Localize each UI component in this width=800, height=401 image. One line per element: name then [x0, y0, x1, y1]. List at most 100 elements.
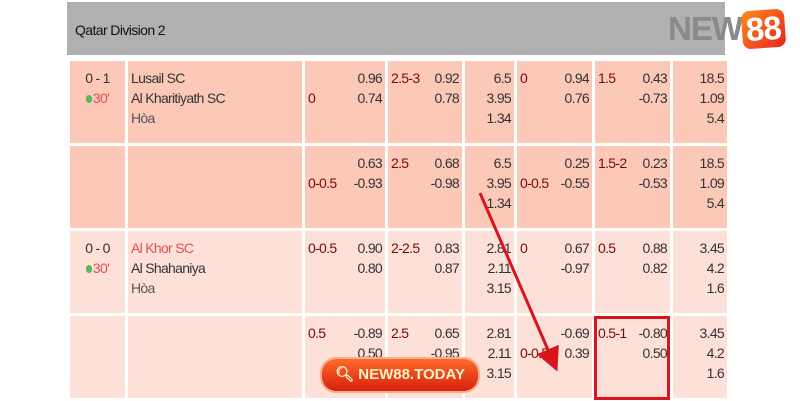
handicap-odds[interactable]: 0.80: [357, 260, 383, 276]
first-half-1x2-odds[interactable]: 5.4: [706, 110, 725, 126]
first-half-over-under-odds[interactable]: -0.80: [638, 325, 668, 341]
1x2-odds[interactable]: 3.95: [486, 90, 512, 106]
over-under-odds[interactable]: 0.65: [434, 325, 460, 341]
first-half-1x2-odds[interactable]: 4.2: [706, 260, 725, 276]
first-half-handicap-odds[interactable]: 0.25: [564, 155, 590, 171]
first-half-over-under-line: 1.5: [598, 70, 616, 86]
first-half-1x2-odds[interactable]: 1.6: [706, 365, 725, 381]
over-under-cell[interactable]: 2-2.5 0.83 0.87: [385, 228, 465, 316]
over-under-odds[interactable]: -0.98: [430, 175, 460, 191]
first-half-handicap-odds[interactable]: -0.55: [560, 175, 590, 191]
over-under-odds[interactable]: 0.92: [434, 70, 460, 86]
1x2-odds[interactable]: 2.11: [487, 260, 512, 276]
handicap-odds[interactable]: 0.74: [357, 90, 383, 106]
first-half-1x2-cell[interactable]: 3.45 4.2 1.6: [670, 313, 730, 401]
first-half-1x2-odds[interactable]: 18.5: [699, 70, 725, 86]
first-half-over-under-odds[interactable]: 0.82: [642, 260, 668, 276]
1x2-odds[interactable]: 1.34: [486, 110, 512, 126]
match-minute: 30': [92, 90, 110, 106]
1x2-odds[interactable]: 1.34: [486, 195, 512, 211]
score: 0 - 0: [85, 240, 110, 256]
handicap-line: 0-0.5: [308, 240, 337, 256]
match-minute: 30': [92, 260, 110, 276]
over-under-cell[interactable]: 2.5-3 0.92 0.78: [385, 58, 465, 146]
handicap-cell[interactable]: 0-0.5 0.63 -0.93: [302, 143, 388, 231]
away-team[interactable]: Al Shahaniya: [131, 260, 206, 276]
first-half-handicap-odds[interactable]: 0.94: [564, 70, 590, 86]
empty-cell: [67, 143, 128, 231]
score-cell: 0 - 1 30': [67, 58, 128, 146]
first-half-over-under-cell[interactable]: 1.5 0.43 -0.73: [592, 58, 673, 146]
first-half-handicap-cell[interactable]: 0-0.5 0.25 -0.55: [514, 143, 595, 231]
1x2-odds[interactable]: 3.15: [486, 365, 512, 381]
first-half-over-under-odds[interactable]: 0.23: [642, 155, 668, 171]
over-under-odds[interactable]: 0.68: [434, 155, 460, 171]
first-half-handicap-odds[interactable]: -0.97: [560, 260, 590, 276]
handicap-cell[interactable]: 0 0.96 0.74: [302, 58, 388, 146]
handicap-line: 0-0.5: [308, 175, 337, 191]
home-team[interactable]: Al Khor SC: [131, 240, 194, 256]
match-row: 0 - 0 30' Al Khor SC Al Shahaniya Hòa 0-0.5 0…: [67, 228, 730, 316]
first-half-1x2-odds[interactable]: 1.09: [699, 90, 725, 106]
handicap-odds[interactable]: 0.96: [357, 70, 383, 86]
handicap-odds[interactable]: 0.63: [357, 155, 383, 171]
away-team[interactable]: Al Kharitiyath SC: [131, 90, 226, 106]
first-half-handicap-cell[interactable]: 0 0.94 0.76: [514, 58, 595, 146]
first-half-over-under-cell[interactable]: 1.5-2 0.23 -0.53: [592, 143, 673, 231]
handicap-odds[interactable]: 0.50: [357, 345, 383, 361]
over-under-line: 2.5: [391, 155, 409, 171]
first-half-handicap-odds[interactable]: -0.69: [560, 325, 590, 341]
draw-label: Hòa: [131, 110, 155, 126]
handicap-odds[interactable]: -0.93: [353, 175, 383, 191]
first-half-over-under-line: 0.5: [598, 240, 616, 256]
first-half-handicap-line: 0: [520, 240, 528, 256]
first-half-1x2-cell[interactable]: 3.45 4.2 1.6: [670, 228, 730, 316]
site-badge[interactable]: 🔍︎ NEW88.TODAY: [322, 359, 478, 391]
live-icon: [85, 265, 92, 273]
first-half-handicap-odds[interactable]: 0.39: [564, 345, 590, 361]
handicap-odds[interactable]: 0.90: [357, 240, 383, 256]
first-half-over-under-cell[interactable]: 0.5 0.88 0.82: [592, 228, 673, 316]
1x2-odds[interactable]: 2.81: [486, 325, 512, 341]
teams-cell: Al Khor SC Al Shahaniya Hòa: [125, 228, 305, 316]
highlight-box: [594, 316, 670, 400]
handicap-line: 0.5: [308, 325, 326, 341]
first-half-1x2-odds[interactable]: 3.45: [699, 240, 725, 256]
first-half-over-under-odds[interactable]: -0.73: [638, 90, 668, 106]
handicap-odds[interactable]: -0.89: [353, 325, 383, 341]
1x2-cell[interactable]: 6.5 3.95 1.34: [462, 58, 517, 146]
over-under-line: 2.5: [391, 325, 409, 341]
first-half-1x2-odds[interactable]: 4.2: [706, 345, 725, 361]
handicap-cell[interactable]: 0-0.5 0.90 0.80: [302, 228, 388, 316]
first-half-over-under-odds[interactable]: -0.53: [638, 175, 668, 191]
over-under-odds[interactable]: 0.83: [434, 240, 460, 256]
first-half-handicap-odds[interactable]: 0.67: [564, 240, 590, 256]
first-half-handicap-cell[interactable]: 0-0.5 -0.69 0.39: [514, 313, 595, 401]
over-under-odds[interactable]: -0.95: [430, 345, 460, 361]
over-under-cell[interactable]: 2.5 0.68 -0.98: [385, 143, 465, 231]
first-half-over-under-odds[interactable]: 0.50: [642, 345, 668, 361]
first-half-1x2-cell[interactable]: 18.5 1.09 5.4: [670, 143, 730, 231]
first-half-handicap-odds[interactable]: 0.76: [564, 90, 590, 106]
over-under-odds[interactable]: 0.78: [434, 90, 460, 106]
over-under-line: 2-2.5: [391, 240, 420, 256]
first-half-1x2-odds[interactable]: 18.5: [699, 155, 725, 171]
first-half-over-under-odds[interactable]: 0.88: [642, 240, 668, 256]
first-half-1x2-odds[interactable]: 1.09: [699, 175, 725, 191]
first-half-1x2-cell[interactable]: 18.5 1.09 5.4: [670, 58, 730, 146]
1x2-odds[interactable]: 2.11: [487, 345, 512, 361]
first-half-handicap-cell[interactable]: 0 0.67 -0.97: [514, 228, 595, 316]
home-team[interactable]: Lusail SC: [131, 70, 185, 86]
over-under-odds[interactable]: 0.87: [434, 260, 460, 276]
1x2-odds[interactable]: 3.15: [486, 280, 512, 296]
1x2-odds[interactable]: 6.5: [493, 70, 512, 86]
first-half-over-under-line: 1.5-2: [598, 155, 627, 171]
first-half-1x2-odds[interactable]: 1.6: [706, 280, 725, 296]
first-half-over-under-odds[interactable]: 0.43: [642, 70, 668, 86]
1x2-odds[interactable]: 6.5: [493, 155, 512, 171]
over-under-line: 2.5-3: [391, 70, 420, 86]
first-half-1x2-odds[interactable]: 5.4: [706, 195, 725, 211]
1x2-odds[interactable]: 3.95: [486, 175, 512, 191]
first-half-1x2-odds[interactable]: 3.45: [699, 325, 725, 341]
